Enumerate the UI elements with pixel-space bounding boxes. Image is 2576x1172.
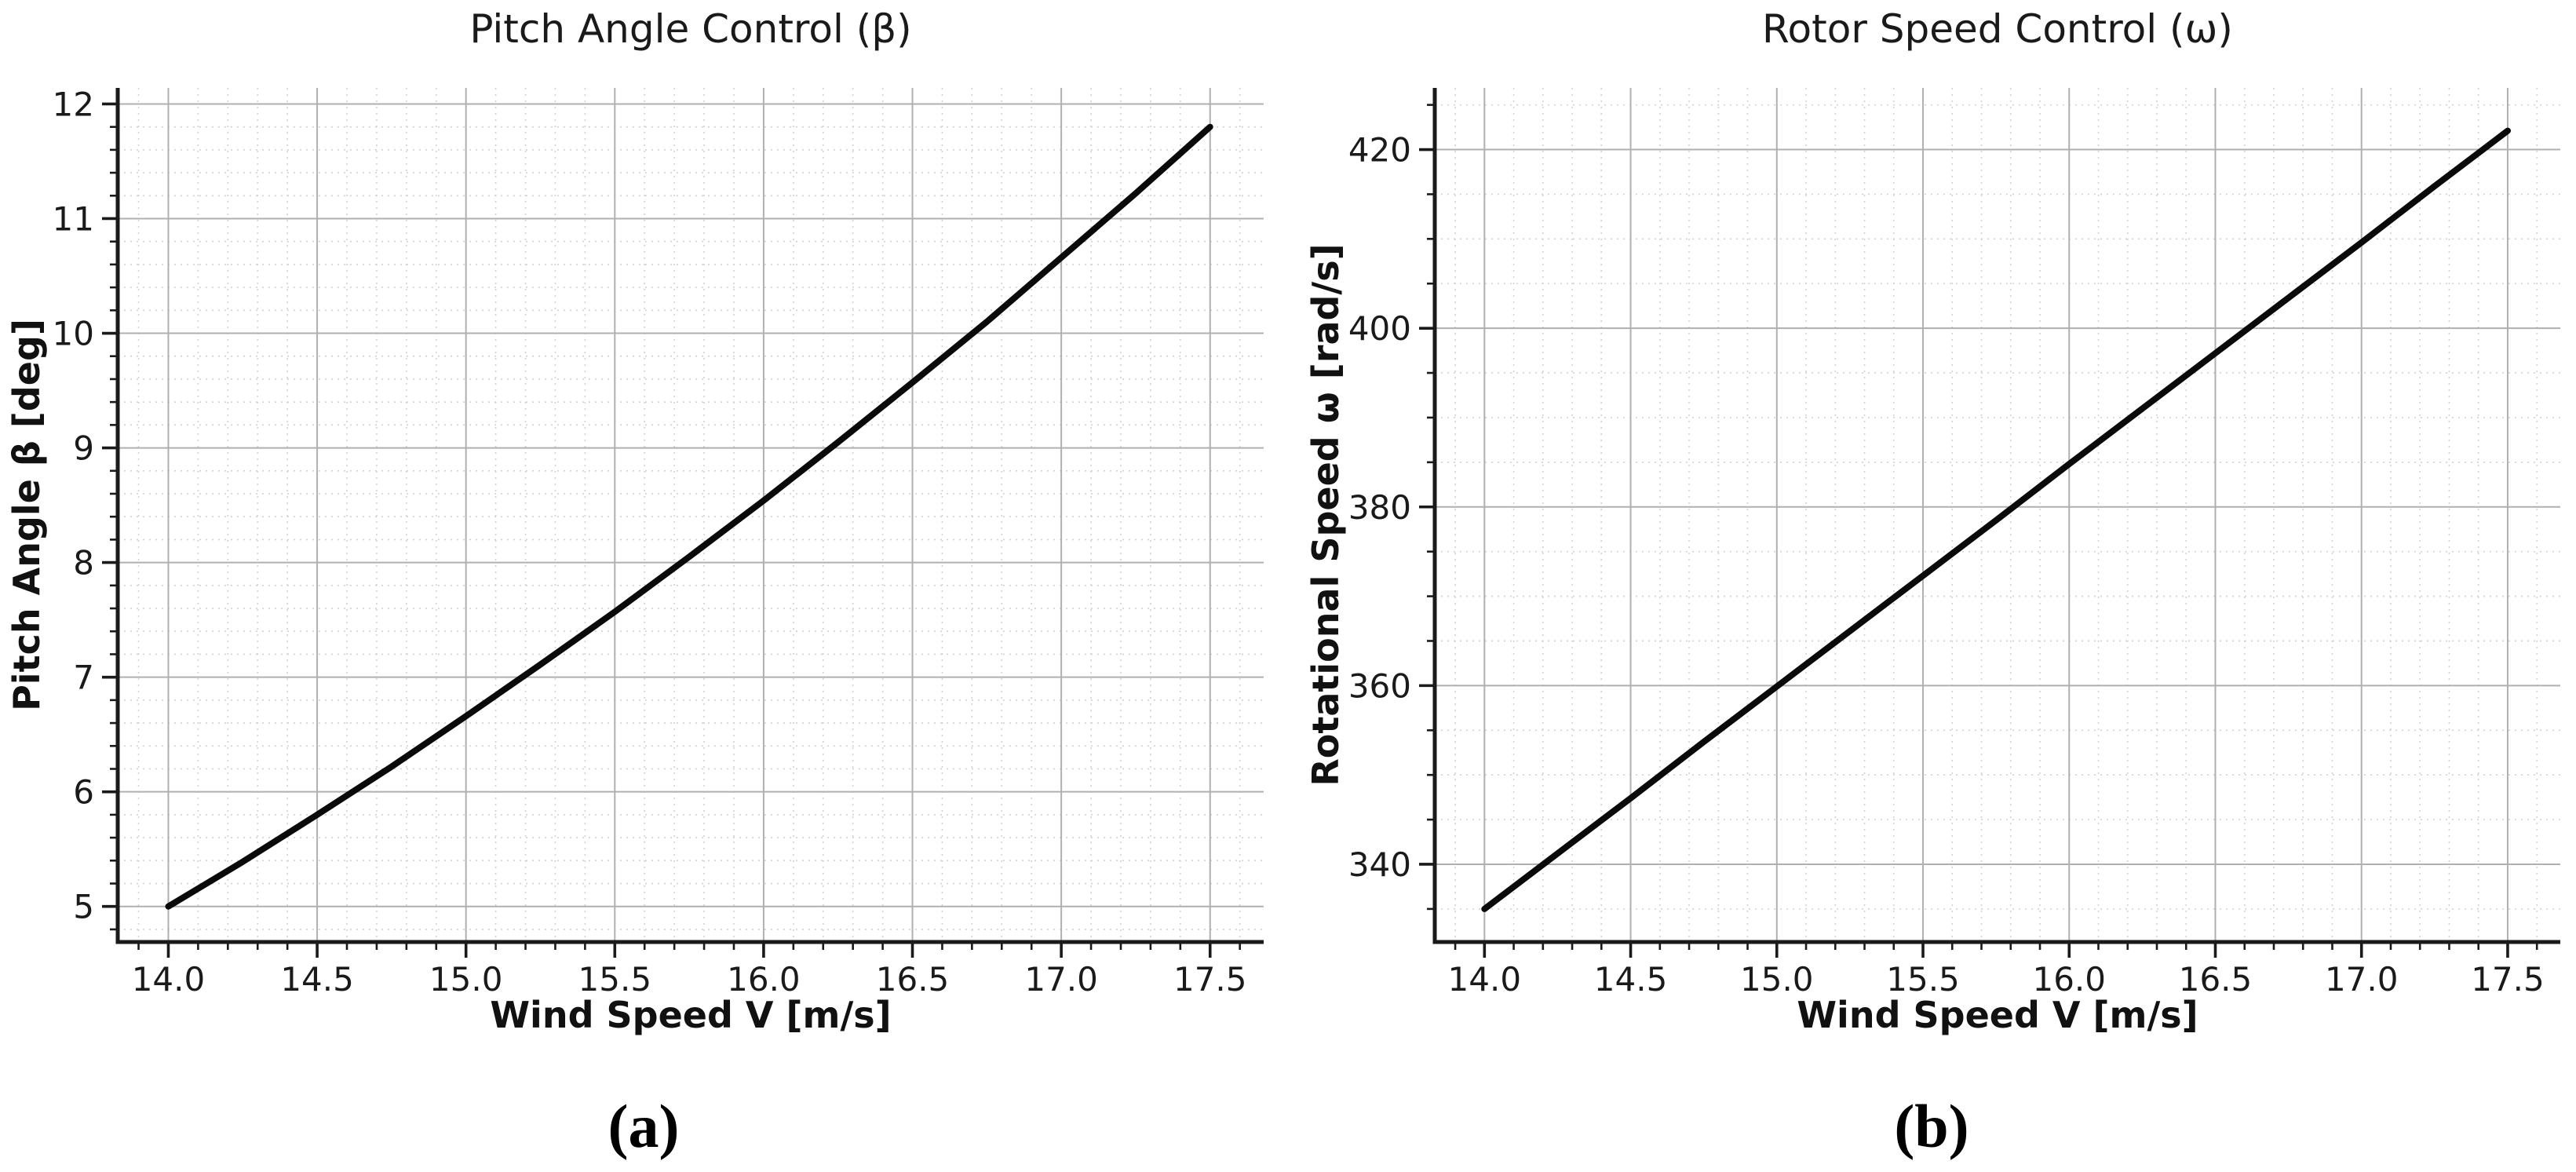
plot-area: 14.0 14.5 15.0 15.5 16.0 16.5 17.0 17.5 5 6 7 8 9 10 1… [53, 85, 1264, 999]
plot-area: 14.0 14.5 15.0 15.5 16.0 16.5 17.0 17.5 340 360 38… [1348, 88, 2560, 999]
chart-title: Rotor Speed Control (ω) [1762, 6, 2233, 52]
x-tick-label: 17.0 [1024, 960, 1098, 999]
y-tick-label: 5 [73, 888, 94, 926]
y-tick-label: 11 [53, 199, 94, 238]
y-tick-label: 9 [73, 429, 94, 468]
y-tick-label: 400 [1348, 309, 1411, 348]
y-tick-label: 7 [73, 659, 94, 697]
y-tick-label: 340 [1348, 845, 1411, 884]
x-tick-label: 16.0 [2032, 960, 2106, 999]
panel-rotor-speed: Rotor Speed Control (ω) Rotational Speed… [1288, 0, 2576, 1172]
y-tick-label: 12 [53, 85, 94, 123]
x-tick-label: 15.0 [429, 960, 503, 999]
data-curve [1481, 127, 2511, 912]
x-axis-label: Wind Speed V [m/s] [1797, 994, 2198, 1036]
y-tick-label: 380 [1348, 488, 1411, 527]
x-tick-label: 16.5 [2179, 960, 2253, 999]
chart-title: Pitch Angle Control (β) [469, 6, 912, 52]
y-tick-label: 360 [1348, 666, 1411, 705]
x-tick-label: 17.5 [1173, 960, 1247, 999]
x-axis-label: Wind Speed V [m/s] [490, 994, 892, 1036]
y-tick-label: 420 [1348, 131, 1411, 170]
subfigure-caption: (b) [1894, 1092, 1969, 1160]
x-tick-label: 14.5 [280, 960, 354, 999]
y-tick-label: 8 [73, 544, 94, 582]
x-tick-label: 14.5 [1594, 960, 1668, 999]
x-tick-label: 14.0 [132, 960, 206, 999]
x-tick-label: 16.5 [876, 960, 950, 999]
x-tick-label: 15.5 [578, 960, 652, 999]
y-tick-label: 6 [73, 773, 94, 812]
x-tick-label: 14.0 [1448, 960, 1522, 999]
subfigure-caption: (a) [608, 1092, 680, 1160]
y-tick-label: 10 [53, 315, 94, 353]
x-tick-label: 17.5 [2471, 960, 2545, 999]
panel-pitch-angle: Pitch Angle Control (β) Pitch Angle β [d… [5, 6, 1264, 1160]
x-tick-label: 16.0 [727, 960, 801, 999]
data-curve [165, 123, 1213, 910]
x-tick-label: 15.5 [1886, 960, 1960, 999]
x-tick-label: 15.0 [1740, 960, 1814, 999]
x-tick-label: 17.0 [2325, 960, 2399, 999]
